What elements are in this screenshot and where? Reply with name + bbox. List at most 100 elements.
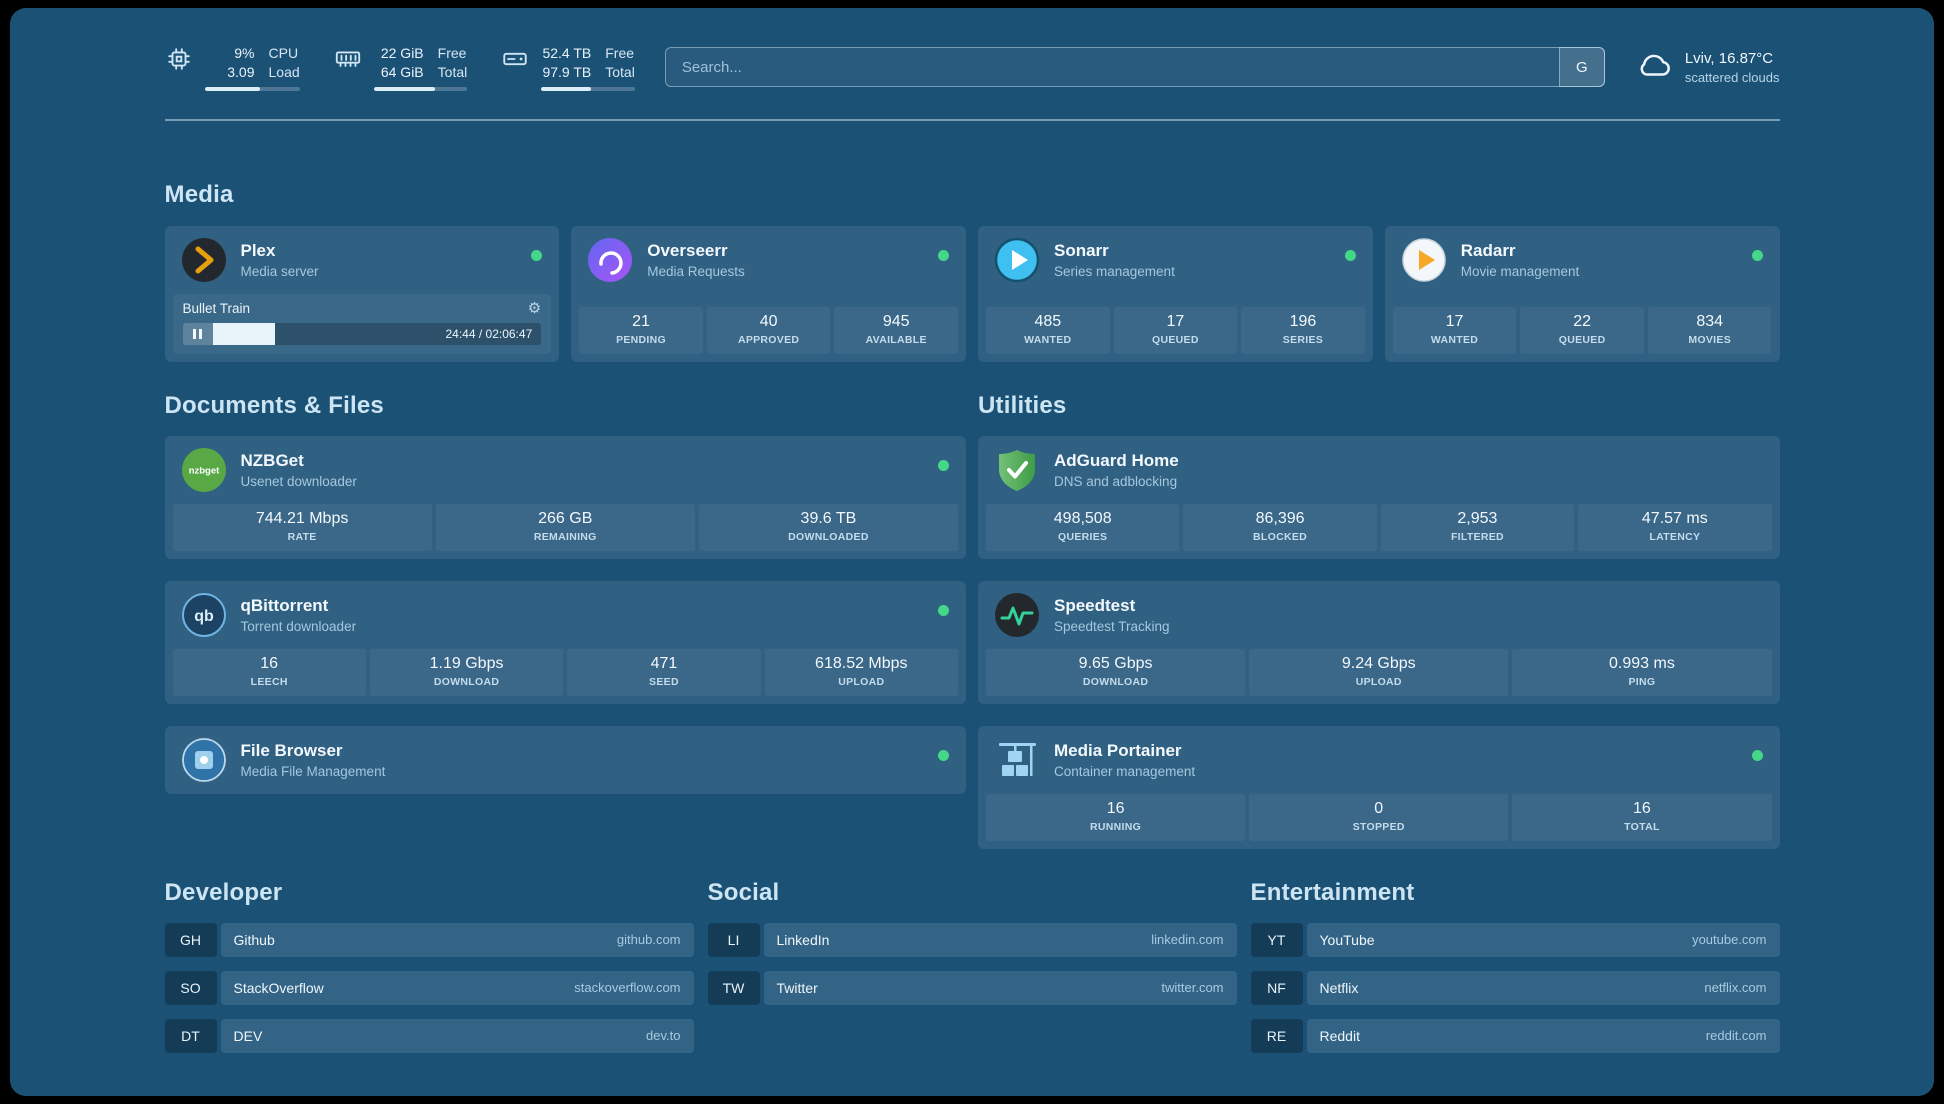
app-subtitle: Torrent downloader bbox=[240, 618, 357, 634]
portainer-crane-icon bbox=[994, 737, 1040, 783]
svg-text:qb: qb bbox=[194, 608, 214, 625]
bookmark-dev[interactable]: DT DEV dev.to bbox=[164, 1018, 694, 1053]
bookmark-youtube[interactable]: YT YouTube youtube.com bbox=[1250, 922, 1780, 957]
app-subtitle: Series management bbox=[1054, 263, 1175, 279]
bookmark-group-developer: Developer GH Github github.com SO StackO… bbox=[164, 879, 694, 1067]
top-bar: 9% 3.09 CPU Load bbox=[165, 44, 1780, 91]
stat-box: 471 SEED bbox=[567, 648, 761, 696]
app-subtitle: Container management bbox=[1054, 763, 1196, 779]
bookmark-name: Github bbox=[233, 931, 275, 948]
overseerr-card: Overseerr Media Requests 21 PENDING 40 A… bbox=[571, 225, 966, 362]
bookmark-github[interactable]: GH Github github.com bbox=[164, 922, 694, 957]
bookmark-stackoverflow[interactable]: SO StackOverflow stackoverflow.com bbox=[164, 970, 694, 1005]
cpu-widget: 9% 3.09 CPU Load bbox=[165, 44, 300, 91]
stat-box: 22 QUEUED bbox=[1520, 306, 1644, 354]
plex-card: Plex Media server Bullet Train ⚙ 24: bbox=[164, 225, 560, 362]
speedtest-card: Speedtest Speedtest Tracking 9.65 Gbps D… bbox=[978, 580, 1780, 704]
app-title: Sonarr bbox=[1054, 240, 1109, 260]
bookmark-name: Reddit bbox=[1319, 1027, 1360, 1044]
bookmark-reddit[interactable]: RE Reddit reddit.com bbox=[1250, 1018, 1780, 1053]
overseerr-stats: 21 PENDING 40 APPROVED 945 AVAILABLE bbox=[571, 306, 966, 362]
app-title: File Browser bbox=[240, 740, 343, 760]
portainer-card: Media Portainer Container management 16 … bbox=[978, 725, 1780, 849]
radarr-stats: 17 WANTED 22 QUEUED 834 MOVIES bbox=[1385, 306, 1780, 362]
stat-box: 196 SERIES bbox=[1241, 306, 1365, 354]
bookmark-domain: youtube.com bbox=[1692, 932, 1767, 948]
stat-box: 618.52 Mbps UPLOAD bbox=[764, 648, 958, 696]
sonarr-stats: 485 WANTED 17 QUEUED 196 SERIES bbox=[978, 306, 1373, 362]
stat-box: 485 WANTED bbox=[986, 306, 1110, 354]
radarr-link[interactable]: Radarr Movie management bbox=[1385, 226, 1780, 294]
stat-box: 266 GB REMAINING bbox=[435, 503, 695, 551]
pause-button[interactable] bbox=[182, 322, 213, 345]
overseerr-icon bbox=[587, 237, 633, 283]
stat-box: 17 QUEUED bbox=[1113, 306, 1238, 354]
nzbget-link[interactable]: nzbget NZBGet Usenet downloader bbox=[165, 436, 967, 504]
sonarr-link[interactable]: Sonarr Series management bbox=[978, 226, 1373, 294]
app-title: NZBGet bbox=[240, 450, 304, 470]
search-input[interactable] bbox=[664, 47, 1605, 88]
dashboard-root: 9% 3.09 CPU Load bbox=[10, 8, 1934, 1096]
filebrowser-link[interactable]: File Browser Media File Management bbox=[165, 726, 967, 794]
stat-box: 945 AVAILABLE bbox=[834, 306, 958, 354]
app-subtitle: Movie management bbox=[1460, 263, 1580, 279]
status-dot bbox=[938, 459, 949, 471]
app-subtitle: Media server bbox=[240, 263, 319, 279]
bookmark-linkedin[interactable]: LI LinkedIn linkedin.com bbox=[707, 922, 1237, 957]
qbittorrent-link[interactable]: qb qBittorrent Torrent downloader bbox=[165, 581, 967, 649]
cpu-usage-bar bbox=[204, 86, 300, 91]
speedtest-link[interactable]: Speedtest Speedtest Tracking bbox=[978, 581, 1780, 649]
bookmark-group-title: Social bbox=[707, 878, 780, 906]
disk-free-value: 52.4 TB bbox=[542, 45, 592, 61]
app-title: Speedtest bbox=[1054, 595, 1136, 615]
bookmark-domain: reddit.com bbox=[1705, 1028, 1767, 1044]
stat-box: 744.21 Mbps RATE bbox=[172, 503, 432, 551]
topbar-divider bbox=[164, 118, 1780, 121]
disk-total-label: Total bbox=[605, 63, 635, 80]
adguard-link[interactable]: AdGuard Home DNS and adblocking bbox=[978, 436, 1780, 504]
svg-text:nzbget: nzbget bbox=[188, 465, 219, 476]
stat-box: 9.24 Gbps UPLOAD bbox=[1249, 648, 1509, 696]
status-dot bbox=[1751, 749, 1763, 761]
gear-icon[interactable]: ⚙ bbox=[527, 299, 542, 317]
disk-drive-icon bbox=[501, 45, 529, 78]
speedtest-stats: 9.65 Gbps DOWNLOAD 9.24 Gbps UPLOAD 0.99… bbox=[978, 648, 1780, 704]
bookmark-name: YouTube bbox=[1319, 931, 1375, 948]
filebrowser-card: File Browser Media File Management bbox=[164, 725, 967, 794]
bookmark-group-social: Social LI LinkedIn linkedin.com TW Twitt… bbox=[707, 878, 1237, 1019]
bookmark-domain: stackoverflow.com bbox=[574, 980, 681, 996]
memory-widget: 22 GiB 64 GiB Free Total bbox=[334, 44, 468, 91]
plex-link[interactable]: Plex Media server bbox=[165, 226, 560, 294]
app-subtitle: Media Requests bbox=[647, 263, 745, 279]
overseerr-link[interactable]: Overseerr Media Requests bbox=[571, 226, 966, 294]
bookmark-domain: linkedin.com bbox=[1151, 932, 1224, 948]
section-title-utilities: Utilities bbox=[978, 391, 1067, 419]
utilities-column: Utilities AdGuard Home DNS and adbloc bbox=[978, 392, 1780, 849]
app-title: Radarr bbox=[1460, 240, 1516, 260]
weather-location: Lviv, 16.87°C bbox=[1684, 49, 1774, 67]
bookmark-name: Twitter bbox=[776, 979, 818, 996]
app-title: qBittorrent bbox=[240, 595, 329, 615]
bookmark-abbr: LI bbox=[707, 922, 760, 957]
stat-box: 16 LEECH bbox=[172, 648, 366, 696]
qbittorrent-stats: 16 LEECH 1.19 Gbps DOWNLOAD 471 SEED 6 bbox=[165, 648, 967, 704]
search-provider-button[interactable]: G bbox=[1558, 47, 1605, 88]
weather-widget: Lviv, 16.87°C scattered clouds bbox=[1635, 46, 1780, 89]
nzbget-card: nzbget NZBGet Usenet downloader 744.21 M… bbox=[164, 435, 967, 559]
app-title: Plex bbox=[240, 240, 276, 260]
bookmark-netflix[interactable]: NF Netflix netflix.com bbox=[1250, 970, 1780, 1005]
app-title: AdGuard Home bbox=[1054, 450, 1179, 470]
stat-box: 17 WANTED bbox=[1392, 306, 1517, 354]
portainer-stats: 16 RUNNING 0 STOPPED 16 TOTAL bbox=[978, 793, 1780, 849]
bookmark-name: LinkedIn bbox=[776, 931, 830, 948]
radarr-icon bbox=[1401, 237, 1447, 283]
search-bar: G bbox=[664, 47, 1605, 88]
status-dot bbox=[938, 604, 949, 616]
plex-icon bbox=[181, 237, 227, 283]
middle-columns: Documents & Files nzbget NZBGet Usenet d… bbox=[164, 392, 1780, 849]
bookmark-abbr: TW bbox=[707, 970, 760, 1005]
memory-total-value: 64 GiB bbox=[380, 63, 424, 80]
bookmark-twitter[interactable]: TW Twitter twitter.com bbox=[707, 970, 1237, 1005]
portainer-link[interactable]: Media Portainer Container management bbox=[978, 726, 1780, 794]
stat-box: 498,508 QUERIES bbox=[986, 503, 1180, 551]
